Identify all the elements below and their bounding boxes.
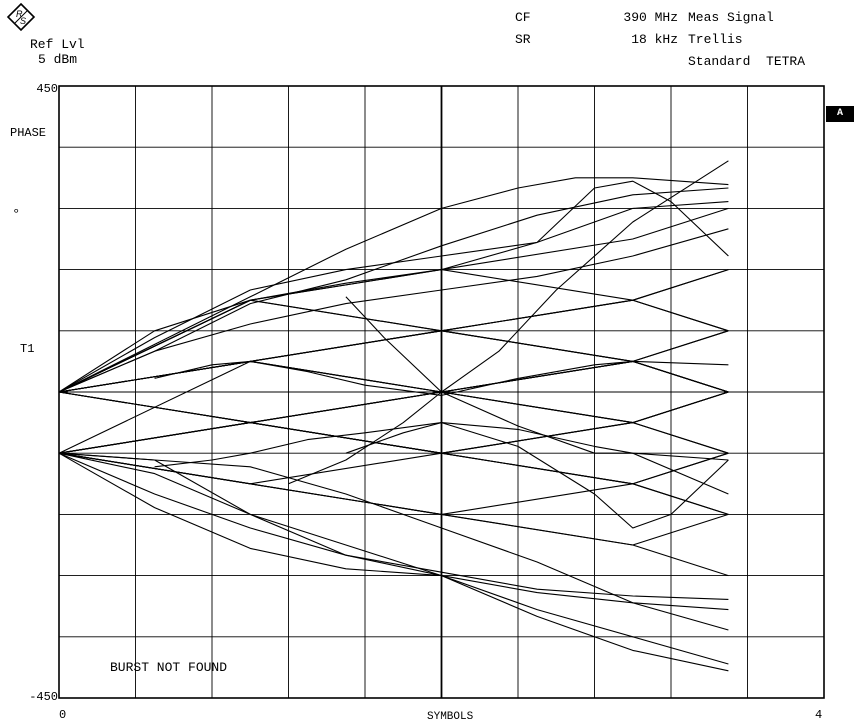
plot-grid <box>59 86 824 698</box>
ref-level-value: 5 dBm <box>38 52 78 67</box>
trellis-trace <box>58 391 729 454</box>
sr-label: SR <box>515 32 531 47</box>
trellis-trace <box>58 452 729 665</box>
standard-label: Standard TETRA <box>688 54 806 69</box>
cf-label: CF <box>515 10 531 25</box>
trellis-trace <box>154 360 729 396</box>
ref-level-label: Ref Lvl <box>30 37 85 52</box>
svg-text:R: R <box>16 9 23 19</box>
trellis-trace <box>288 160 729 485</box>
trellis-trace <box>58 452 729 546</box>
trellis-traces <box>58 160 729 672</box>
trellis-trace <box>58 207 729 393</box>
trellis-trace <box>58 391 729 454</box>
x-axis-title: SYMBOLS <box>427 711 474 723</box>
trellis-trace <box>58 201 729 393</box>
cf-value: 390 MHz <box>623 10 678 25</box>
status-message: BURST NOT FOUND <box>110 660 228 675</box>
trellis-trace <box>58 180 729 393</box>
y-axis-unit-name: PHASE <box>10 126 47 140</box>
x-axis-end-label: 4 <box>815 708 823 722</box>
svg-text:S: S <box>20 16 26 26</box>
trellis-trace <box>154 422 729 468</box>
y-axis-unit-symbol: ° <box>12 207 21 223</box>
trellis-trace <box>58 228 729 393</box>
meas-mode-label: Trellis <box>688 32 743 47</box>
meas-signal-label: Meas Signal <box>688 10 774 25</box>
y-axis-bottom-label: -450 <box>29 690 58 704</box>
trellis-trace <box>58 452 729 672</box>
trellis-trace <box>58 452 729 631</box>
trellis-trace <box>58 452 729 611</box>
trellis-trace <box>58 391 729 485</box>
trellis-trace <box>58 452 729 600</box>
trigger-marker-label: T1 <box>20 342 35 356</box>
trellis-trace <box>58 391 729 454</box>
trace-a-indicator: A <box>826 106 854 122</box>
x-axis-start-label: 0 <box>59 708 67 722</box>
trellis-trace <box>58 391 729 454</box>
y-axis-top-label: 450 <box>36 82 58 96</box>
rohde-schwarz-logo-icon: R S <box>6 2 36 37</box>
sr-value: 18 kHz <box>631 32 678 47</box>
trellis-trace <box>345 422 729 529</box>
